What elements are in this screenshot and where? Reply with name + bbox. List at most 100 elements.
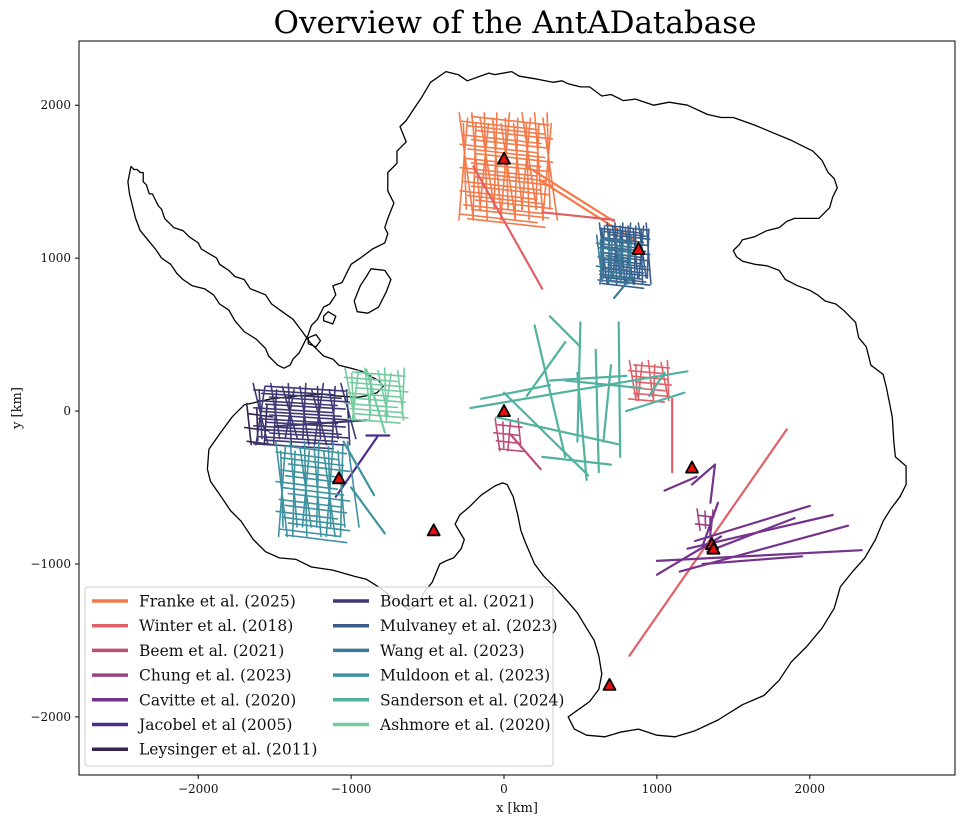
survey-line (287, 522, 351, 532)
legend-label: Mulvaney et al. (2023) (380, 617, 558, 635)
survey-line (533, 112, 545, 221)
survey-line (597, 256, 630, 262)
survey-line (525, 122, 530, 221)
survey-line (497, 447, 525, 453)
survey-line (600, 260, 633, 267)
survey-transect (655, 549, 863, 563)
survey-line (315, 440, 320, 528)
survey-line (598, 247, 631, 253)
y-tick-label: 2000 (40, 98, 71, 112)
legend: Franke et al. (2025) Winter et al. (2018)… (84, 586, 564, 767)
legend-label: Winter et al. (2018) (139, 617, 293, 635)
survey-line (598, 269, 631, 276)
station-marker (685, 460, 699, 474)
series-10 (275, 440, 386, 544)
survey-line (512, 122, 524, 210)
survey-line (284, 504, 348, 514)
station-marker (602, 677, 617, 691)
survey-transect (533, 324, 567, 458)
survey-transect (350, 486, 386, 535)
survey-line (331, 385, 336, 446)
survey-line (351, 369, 360, 422)
series-9 (595, 234, 635, 299)
survey-line (514, 117, 519, 221)
coastline-3 (322, 311, 337, 325)
survey-line (275, 451, 339, 461)
survey-line (264, 439, 347, 446)
survey-transect (628, 428, 788, 657)
survey-line (268, 432, 350, 439)
survey-transect (509, 432, 542, 471)
survey-line (255, 385, 266, 446)
survey-line (595, 265, 628, 271)
survey-transect (334, 436, 379, 498)
survey-line (277, 445, 287, 538)
survey-line (284, 534, 348, 544)
survey-line (474, 199, 554, 210)
legend-label: Sanderson et al. (2024) (380, 691, 564, 709)
survey-line (459, 143, 538, 154)
series-4 (655, 463, 863, 576)
survey-line (346, 418, 401, 424)
survey-transect (701, 555, 804, 566)
survey-transect (617, 321, 622, 458)
survey-line (499, 112, 511, 221)
series-11 (469, 315, 689, 481)
survey-line (633, 392, 671, 398)
survey-line (458, 112, 475, 221)
station-marker (497, 404, 511, 418)
y-tick-label: 1000 (40, 251, 71, 265)
survey-transect (576, 371, 588, 481)
survey-line (696, 508, 701, 532)
survey-transect (472, 165, 544, 290)
survey-transect (690, 463, 717, 486)
survey-transect (706, 516, 796, 553)
x-tick-label: −1000 (331, 782, 372, 796)
x-tick-label: −2000 (178, 782, 219, 796)
x-axis-label: x [km] (496, 801, 538, 816)
survey-transect (693, 504, 811, 543)
survey-line (517, 417, 522, 449)
survey-line (272, 388, 278, 446)
survey-transect (612, 278, 631, 299)
survey-line (640, 228, 644, 285)
survey-transect (541, 211, 616, 221)
survey-transect (548, 315, 582, 348)
legend-label: Franke et al. (2025) (139, 593, 296, 611)
series-2 (493, 417, 542, 471)
survey-line (281, 516, 345, 526)
survey-line (601, 274, 635, 280)
y-tick-label: 0 (63, 404, 71, 418)
survey-line (459, 190, 538, 201)
survey-line (313, 382, 325, 446)
survey-line (278, 528, 342, 538)
survey-transect (648, 371, 666, 397)
survey-line (600, 236, 606, 282)
survey-line (351, 397, 407, 404)
axes-frame (78, 40, 956, 776)
survey-line (245, 402, 252, 446)
survey-line (535, 122, 540, 210)
series-5 (334, 434, 391, 498)
survey-line (646, 228, 650, 279)
survey-line (541, 122, 553, 221)
station-marker (706, 541, 721, 555)
survey-line (401, 367, 406, 416)
survey-line (339, 445, 344, 538)
legend-label: Jacobel et al (2005) (137, 716, 292, 734)
station-marker (631, 242, 646, 255)
survey-line (252, 442, 335, 450)
survey-line (268, 414, 350, 421)
survey-line (666, 359, 670, 402)
coastline-1 (353, 268, 392, 314)
survey-line (502, 421, 505, 449)
survey-line (281, 486, 345, 496)
survey-line (627, 369, 666, 375)
survey-line (268, 396, 350, 403)
survey-line (474, 152, 554, 163)
series-0 (458, 112, 640, 244)
legend-label: Bodart et al. (2021) (380, 593, 534, 611)
axis-ticks: −2000 −1000 0 1000 2000 −2000 −1000 0 1000 2000 (30, 98, 825, 796)
survey-transect (273, 419, 368, 428)
